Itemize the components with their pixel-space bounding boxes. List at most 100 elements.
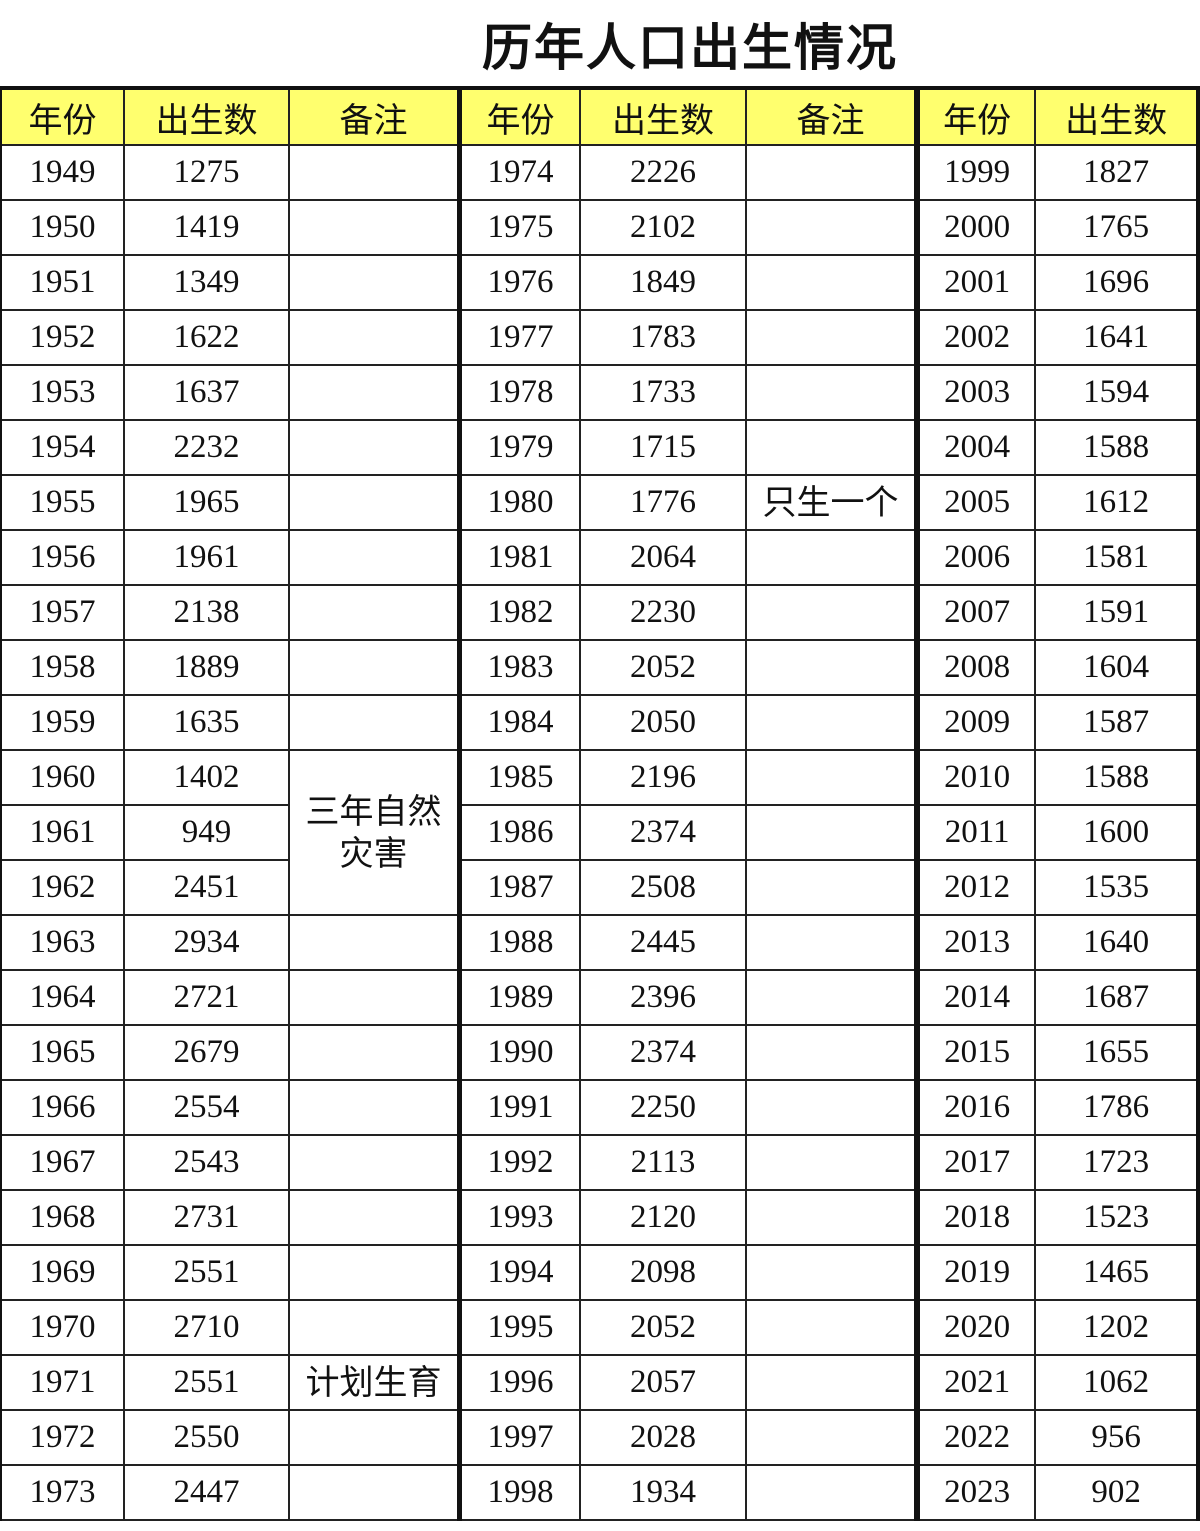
- table: 年份 出生数 备注 1974 2226 1975 2102 1976 1849 1977 1783 1…: [458, 86, 918, 1521]
- births-cell: 949: [123, 804, 290, 861]
- note-cell: [745, 1244, 917, 1301]
- header-cell: 年份: [459, 87, 581, 146]
- year-cell: 2004: [916, 419, 1037, 476]
- year-cell: 2010: [916, 749, 1037, 806]
- note-cell: [745, 969, 917, 1026]
- births-cell: 1588: [1034, 749, 1199, 806]
- row: 2012 1535: [916, 859, 1199, 916]
- births-cell: 1622: [123, 309, 290, 366]
- births-cell: 2551: [123, 1244, 290, 1301]
- row: 1982 2230: [459, 584, 917, 641]
- births-cell: 2098: [579, 1244, 747, 1301]
- note-cell: [745, 914, 917, 971]
- row: 2013 1640: [916, 914, 1199, 971]
- births-cell: 1961: [123, 529, 290, 586]
- row: 2018 1523: [916, 1189, 1199, 1246]
- year-cell: 1971: [0, 1354, 125, 1411]
- year-cell: 2020: [916, 1299, 1037, 1356]
- note-cell: [288, 1134, 460, 1191]
- births-cell: 2374: [579, 1024, 747, 1081]
- births-cell: 2250: [579, 1079, 747, 1136]
- year-cell: 1968: [0, 1189, 125, 1246]
- row: 2022 956: [916, 1409, 1199, 1466]
- births-cell: 1062: [1034, 1354, 1199, 1411]
- births-cell: 1202: [1034, 1299, 1199, 1356]
- year-cell: 2000: [916, 199, 1037, 256]
- row: 1989 2396: [459, 969, 917, 1026]
- year-cell: 1978: [459, 364, 581, 421]
- year-cell: 1976: [459, 254, 581, 311]
- note-cell: [288, 584, 460, 641]
- note-cell: [288, 254, 460, 311]
- note-cell: [745, 364, 917, 421]
- year-cell: 1962: [0, 859, 125, 916]
- births-cell: 2113: [579, 1134, 747, 1191]
- births-cell: 2551: [123, 1354, 290, 1411]
- year-cell: 2005: [916, 474, 1037, 531]
- row: 1964 2721: [0, 969, 460, 1026]
- row: 1971 2551 计划生育: [0, 1354, 460, 1411]
- note-cell: [745, 749, 917, 806]
- row: 1972 2550: [0, 1409, 460, 1466]
- row: 2009 1587: [916, 694, 1199, 751]
- row: 1973 2447: [0, 1464, 460, 1521]
- header-cell: 出生数: [579, 87, 747, 146]
- row: 1988 2445: [459, 914, 917, 971]
- row: 2011 1600: [916, 804, 1199, 861]
- births-cell: 1827: [1034, 144, 1199, 201]
- year-cell: 1996: [459, 1354, 581, 1411]
- note-cell: [288, 1409, 460, 1466]
- note-cell: [745, 584, 917, 641]
- row: 1995 2052: [459, 1299, 917, 1356]
- year-cell: 1958: [0, 639, 125, 696]
- row: 2010 1588: [916, 749, 1199, 806]
- row: 2003 1594: [916, 364, 1199, 421]
- row: 2006 1581: [916, 529, 1199, 586]
- note-cell: [745, 199, 917, 256]
- note-cell: [288, 969, 460, 1026]
- row: 2007 1591: [916, 584, 1199, 641]
- year-cell: 2023: [916, 1464, 1037, 1521]
- row: 1990 2374: [459, 1024, 917, 1081]
- year-cell: 2008: [916, 639, 1037, 696]
- title: 历年人口出生情况: [482, 18, 898, 77]
- births-cell: 1604: [1034, 639, 1199, 696]
- year-cell: 1959: [0, 694, 125, 751]
- header-cell: 年份: [916, 87, 1037, 146]
- row: 1969 2551: [0, 1244, 460, 1301]
- note-cell: 只生一个: [745, 474, 917, 531]
- year-cell: 2003: [916, 364, 1037, 421]
- row: 1980 1776 只生一个: [459, 474, 917, 531]
- row: 2008 1604: [916, 639, 1199, 696]
- note-cell: [745, 804, 917, 861]
- row: 1961 949: [0, 804, 459, 861]
- year-cell: 2011: [916, 804, 1037, 861]
- table: 年份 出生数 备注 1949 1275 1950 1419 1951 1349 1952 1622 1…: [0, 86, 461, 1521]
- note-cell: [745, 144, 917, 201]
- row: 1993 2120: [459, 1189, 917, 1246]
- year-cell: 2006: [916, 529, 1037, 586]
- note-cell: [288, 1024, 460, 1081]
- row: 1994 2098: [459, 1244, 917, 1301]
- births-cell: 1594: [1034, 364, 1199, 421]
- births-cell: 2447: [123, 1464, 290, 1521]
- births-cell: 1715: [579, 419, 747, 476]
- year-cell: 2001: [916, 254, 1037, 311]
- row: 1996 2057: [459, 1354, 917, 1411]
- births-cell: 1776: [579, 474, 747, 531]
- births-cell: 1523: [1034, 1189, 1199, 1246]
- row: 1998 1934: [459, 1464, 917, 1521]
- note-cell: [745, 694, 917, 751]
- row: 1957 2138: [0, 584, 460, 641]
- note-cell: [745, 1354, 917, 1411]
- births-cell: 1641: [1034, 309, 1199, 366]
- row: 1951 1349: [0, 254, 460, 311]
- note-cell: [288, 474, 460, 531]
- row: 1977 1783: [459, 309, 917, 366]
- year-cell: 1983: [459, 639, 581, 696]
- year-cell: 1990: [459, 1024, 581, 1081]
- births-cell: 2731: [123, 1189, 290, 1246]
- year-cell: 1955: [0, 474, 125, 531]
- note-cell: [745, 1079, 917, 1136]
- header-row: 年份 出生数 备注: [459, 87, 917, 146]
